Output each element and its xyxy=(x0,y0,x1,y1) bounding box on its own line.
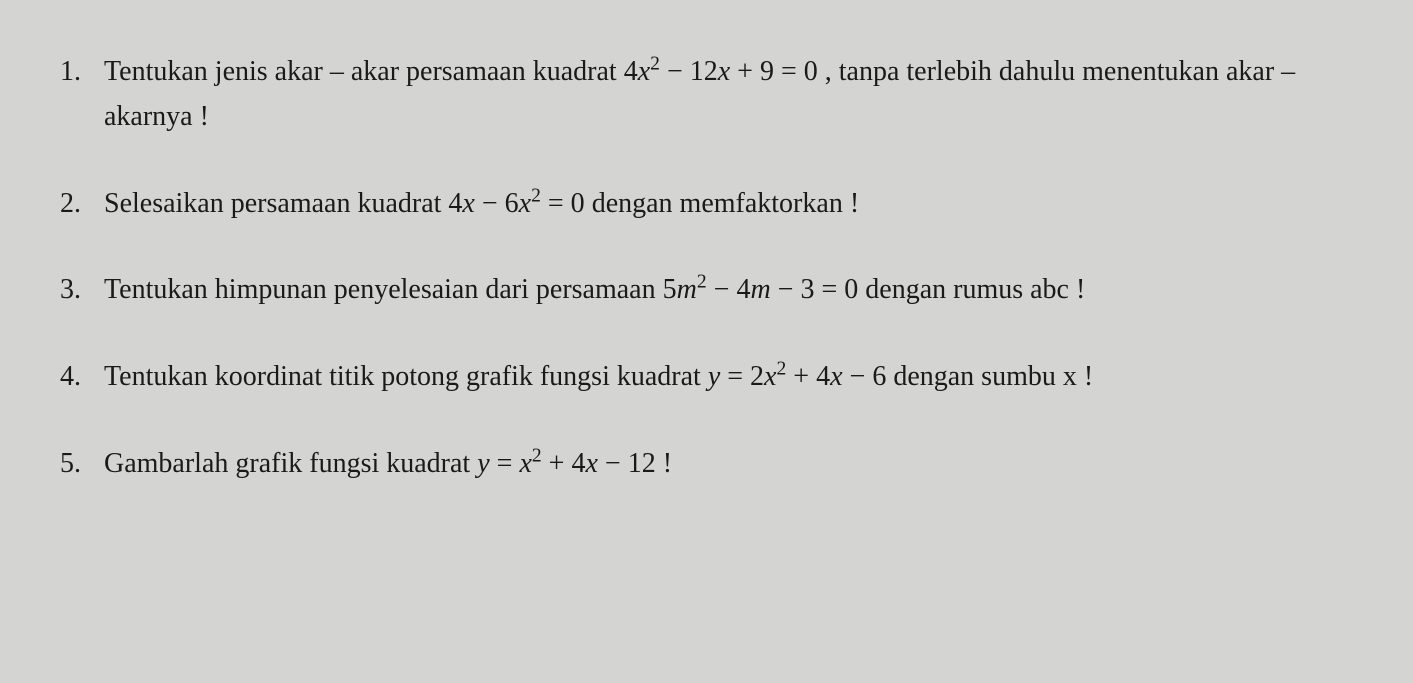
question-content: Tentukan jenis akar – akar persamaan kua… xyxy=(104,50,1353,140)
text-before: Tentukan jenis akar – akar persamaan kua… xyxy=(104,56,624,87)
question-list: 1. Tentukan jenis akar – akar persamaan … xyxy=(60,50,1353,487)
text-before: Tentukan himpunan penyelesaian dari pers… xyxy=(104,274,663,305)
question-5: 5. Gambarlah grafik fungsi kuadrat y = x… xyxy=(60,442,1353,487)
question-content: Tentukan koordinat titik potong grafik f… xyxy=(104,355,1353,400)
question-1: 1. Tentukan jenis akar – akar persamaan … xyxy=(60,50,1353,140)
question-number: 4. xyxy=(60,355,104,400)
text-before: Gambarlah grafik fungsi kuadrat xyxy=(104,448,477,479)
equation: y = 2x2 + 4x − 6 xyxy=(708,361,887,392)
question-number: 1. xyxy=(60,50,104,95)
equation: 4x − 6x2 = 0 xyxy=(448,188,584,219)
question-content: Gambarlah grafik fungsi kuadrat y = x2 +… xyxy=(104,442,1353,487)
text-after: dengan rumus abc ! xyxy=(858,274,1085,305)
question-content: Tentukan himpunan penyelesaian dari pers… xyxy=(104,268,1353,313)
equation: 4x2 − 12x + 9 = 0 xyxy=(624,56,818,87)
question-content: Selesaikan persamaan kuadrat 4x − 6x2 = … xyxy=(104,182,1353,227)
text-after: dengan memfaktorkan ! xyxy=(585,188,859,219)
question-number: 2. xyxy=(60,182,104,227)
question-number: 3. xyxy=(60,268,104,313)
text-after: dengan sumbu x ! xyxy=(886,361,1093,392)
text-after: ! xyxy=(656,448,672,479)
text-before: Selesaikan persamaan kuadrat xyxy=(104,188,448,219)
question-number: 5. xyxy=(60,442,104,487)
question-2: 2. Selesaikan persamaan kuadrat 4x − 6x2… xyxy=(60,182,1353,227)
text-before: Tentukan koordinat titik potong grafik f… xyxy=(104,361,708,392)
equation: y = x2 + 4x − 12 xyxy=(477,448,656,479)
question-3: 3. Tentukan himpunan penyelesaian dari p… xyxy=(60,268,1353,313)
question-4: 4. Tentukan koordinat titik potong grafi… xyxy=(60,355,1353,400)
equation: 5m2 − 4m − 3 = 0 xyxy=(663,274,859,305)
